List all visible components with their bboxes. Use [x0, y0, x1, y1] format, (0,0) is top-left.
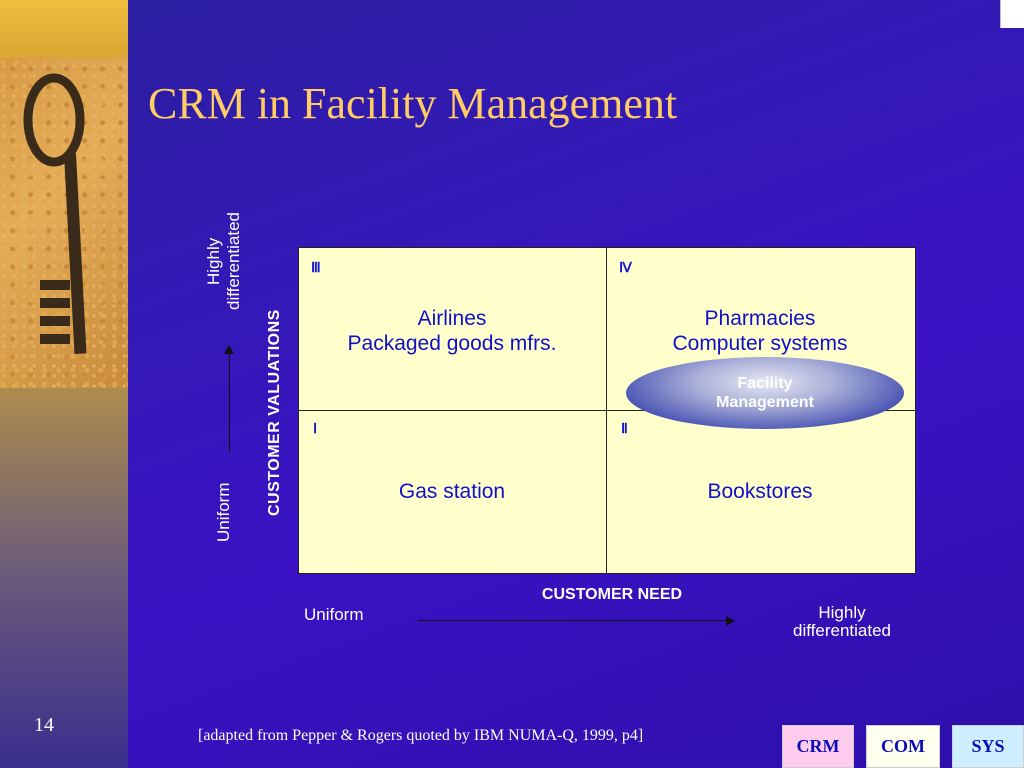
key-icon	[23, 73, 87, 355]
quadrant-3-numeral: Ⅲ	[311, 261, 321, 276]
quadrant-1-numeral: Ⅰ	[313, 422, 318, 437]
citation: [adapted from Pepper & Rogers quoted by …	[198, 727, 644, 744]
y-axis-title: CUSTOMER VALUATIONS	[266, 309, 283, 516]
quadrant-matrix: Ⅲ Airlines Packaged goods mfrs. Ⅳ Pharma…	[298, 247, 916, 574]
x-axis-low-label: Uniform	[304, 605, 364, 624]
quadrant-4-line1: Pharmacies	[704, 307, 816, 330]
y-axis-arrow	[229, 352, 230, 452]
x-axis-high-label: Highly differentiated	[793, 603, 891, 640]
quadrant-3-line1: Airlines	[417, 307, 487, 330]
crm-nav-button[interactable]: CRM	[782, 725, 854, 768]
quadrant-2-text: Bookstores	[707, 480, 813, 503]
com-nav-button[interactable]: COM	[866, 725, 940, 768]
highlight-line2: Management	[716, 394, 814, 411]
quadrant-4-line2: Computer systems	[672, 332, 848, 355]
slide-title: CRM in Facility Management	[148, 79, 678, 128]
quadrant-3-line2: Packaged goods mfrs.	[347, 332, 557, 355]
y-axis-low-label: Uniform	[214, 482, 233, 542]
y-axis-arrow-head	[224, 345, 234, 354]
corner-box	[1000, 0, 1024, 28]
quadrant-4-text: Pharmacies Computer systems	[607, 306, 913, 356]
x-axis-arrow-head	[726, 616, 735, 626]
quadrant-1-text: Gas station	[398, 480, 506, 503]
x-axis-arrow	[418, 620, 728, 621]
quadrant-2-numeral: Ⅱ	[621, 422, 628, 437]
y-axis-high-label: Highly differentiated	[204, 212, 243, 310]
x-axis-title: CUSTOMER NEED	[541, 586, 683, 603]
highlight-line1: Facility	[737, 375, 793, 392]
key-image	[0, 58, 128, 388]
left-band-top-accent	[0, 0, 128, 58]
matrix-horizontal-divider	[299, 410, 915, 411]
quadrant-3-text: Airlines Packaged goods mfrs.	[299, 306, 605, 356]
slide-number: 14	[34, 714, 54, 736]
quadrant-4-numeral: Ⅳ	[619, 261, 632, 276]
sys-nav-button[interactable]: SYS	[952, 725, 1024, 768]
facility-management-highlight: Facility Management	[626, 357, 904, 429]
